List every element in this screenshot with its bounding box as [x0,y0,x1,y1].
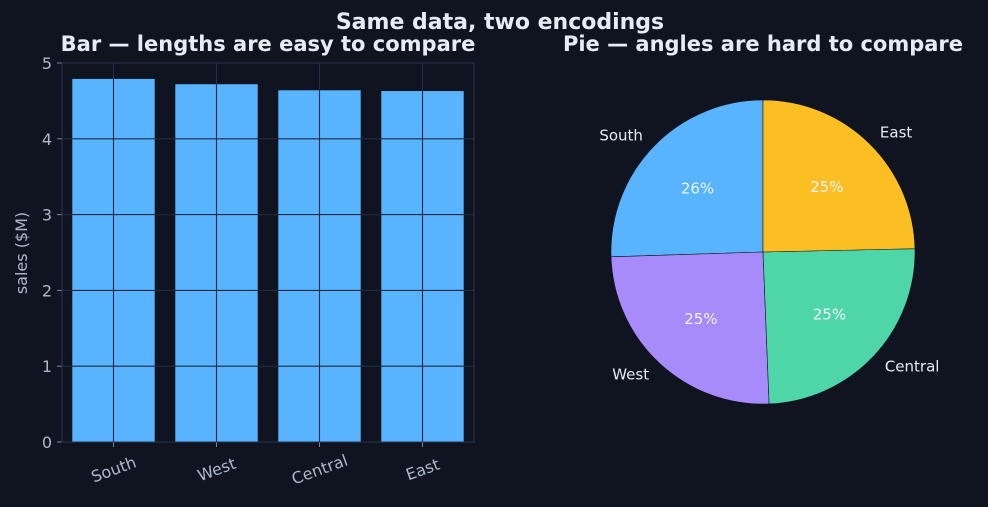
pie-percent-label: 25% [810,178,843,196]
x-tick-label: West [195,454,238,485]
bar-marks [72,78,464,443]
bar-chart-title: Bar — lengths are easy to compare [61,32,476,56]
y-tick-label: 3 [42,206,52,225]
pie-percent-label: 26% [681,180,714,198]
y-axis-label: sales ($M) [12,212,31,294]
pie-slice-west [610,251,770,405]
x-tick-label: East [403,455,442,485]
y-tick-label: 0 [42,433,52,452]
pie-chart: Pie — angles are hard to compare South 26… [563,32,963,405]
y-tick-label: 2 [42,281,52,300]
pie-label: South [599,127,643,145]
pie-label: Central [885,358,940,376]
pie-marks: South 26% West 25% Central 25% East 25% [599,99,940,405]
pie-percent-label: 25% [684,310,717,328]
y-tick-label: 1 [42,357,52,376]
pie-percent-label: 25% [813,305,846,323]
pie-slice-central [762,248,916,405]
bar-chart: Bar — lengths are easy to compare 0 1 2 3 4 5… [12,32,475,488]
x-tick-label: Central [289,451,350,489]
pie-slice-east [762,99,916,253]
pie-label: East [880,123,912,141]
pie-label: West [612,365,649,383]
pie-slice-south [610,99,764,258]
plot-frame [61,62,475,443]
pie-chart-title: Pie — angles are hard to compare [563,32,963,56]
y-tick-label: 5 [42,54,52,73]
x-tick-label: South [89,453,139,487]
y-tick-label: 4 [42,130,52,149]
figure-title: Same data, two encodings [336,10,664,35]
